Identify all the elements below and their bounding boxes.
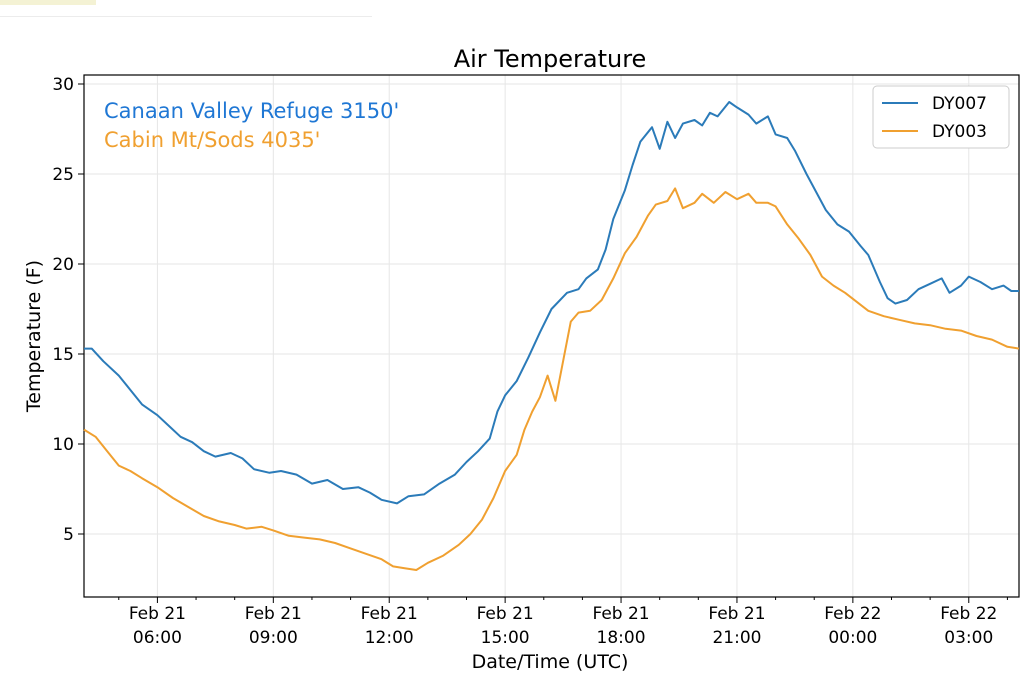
- plot-frame: [83, 74, 1020, 598]
- x-tick-date: Feb 21: [477, 604, 534, 624]
- legend: DY007 DY003: [872, 85, 1010, 149]
- y-tick-label: 25: [52, 165, 74, 185]
- x-tick-date: Feb 22: [824, 604, 881, 624]
- x-tick-time: 15:00: [481, 628, 530, 648]
- x-tick-time: 06:00: [133, 628, 182, 648]
- x-tick-date: Feb 21: [361, 604, 418, 624]
- y-tick-label: 15: [52, 345, 74, 365]
- x-tick-time: 12:00: [365, 628, 414, 648]
- top-divider: [0, 16, 372, 17]
- legend-box: [872, 85, 1010, 149]
- top-color-swatch: [0, 0, 96, 5]
- legend-label-dy007: DY007: [932, 94, 987, 114]
- chart-title: Air Temperature: [454, 45, 647, 73]
- y-axis: 5 10 15 20 25 30: [52, 75, 84, 545]
- x-axis: Feb 21 06:00 Feb 21 09:00 Feb 21 12:00 Feb 21 1…: [118, 597, 1008, 648]
- x-tick-date: Feb 21: [708, 604, 765, 624]
- series-line-dy007: [84, 101, 1019, 505]
- x-tick-time: 03:00: [944, 628, 993, 648]
- y-tick-label: 10: [52, 435, 74, 455]
- series-line-dy003: [83, 187, 1020, 571]
- x-tick-date: Feb 21: [592, 604, 649, 624]
- top-decoration: [0, 0, 372, 20]
- y-tick-label: 5: [63, 525, 74, 545]
- x-tick-date: Feb 22: [940, 604, 997, 624]
- x-tick-time: 09:00: [249, 628, 298, 648]
- grid: [84, 75, 1019, 597]
- x-tick-date: Feb 21: [129, 604, 186, 624]
- series-group: [83, 101, 1020, 571]
- x-tick-time: 18:00: [597, 628, 646, 648]
- y-axis-label: Temperature (F): [23, 260, 45, 413]
- x-tick-time: 21:00: [712, 628, 761, 648]
- legend-label-dy003: DY003: [932, 122, 987, 142]
- x-tick-time: 00:00: [828, 628, 877, 648]
- x-axis-label: Date/Time (UTC): [472, 651, 629, 673]
- y-tick-label: 30: [52, 75, 74, 95]
- x-tick-date: Feb 21: [245, 604, 302, 624]
- annotation-station-2: Cabin Mt/Sods 4035': [104, 128, 320, 152]
- y-tick-label: 20: [52, 255, 74, 275]
- annotation-station-1: Canaan Valley Refuge 3150': [104, 99, 399, 123]
